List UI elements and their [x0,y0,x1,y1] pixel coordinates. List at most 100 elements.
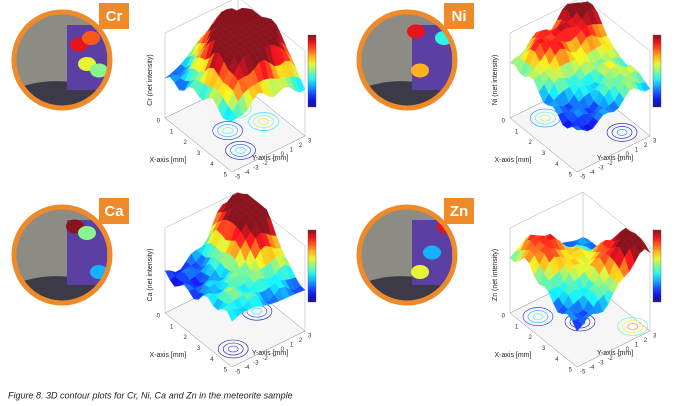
color-bar [307,229,317,303]
y-axis-label: Y-axis [mm] [252,155,288,162]
map-blob [411,63,429,78]
frame-edge [164,191,239,229]
contour [532,313,544,320]
contour [251,307,263,315]
map-blob [78,226,96,240]
contour [253,115,274,128]
contour [258,118,269,125]
x-tick-label: 3 [542,151,546,157]
ring [11,204,113,306]
x-tick-label: 3 [542,346,546,352]
y-tick-label: -3 [253,361,259,367]
x-tick-label: 4 [210,357,214,363]
map-blob [407,24,425,39]
z-axis-label: Ni (net intensity) [492,55,499,106]
x-axis-label: X-axis [mm] [495,157,532,164]
contour [222,342,244,356]
map-blob [90,63,108,78]
x-tick-label: 5 [569,173,573,179]
contour [617,317,648,336]
ring [11,9,113,111]
surface-patch [509,57,521,66]
frame-edge [586,0,651,52]
y-tick-label: 3 [308,334,312,340]
x-tick-label: 1 [515,324,519,330]
y-tick-label: 2 [644,338,648,344]
y-tick-label: -2 [262,356,268,362]
y-tick-label: -3 [253,166,259,172]
x-tick-label: 2 [528,335,532,341]
color-bar [652,34,662,108]
y-tick-label: 1 [635,148,639,154]
contour [235,147,246,154]
contour [217,124,238,137]
contour [222,127,233,134]
y-tick-label: 2 [299,338,303,344]
y-tick-label: -5 [235,175,241,181]
frame-edge [509,191,584,229]
ring [356,204,458,306]
y-tick-label: 3 [653,139,657,145]
contour [606,123,638,142]
y-tick-label: -3 [598,166,604,172]
map-blob [423,245,441,260]
x-tick-label: 1 [515,129,519,135]
y-tick-label: -5 [580,175,586,181]
caption: Figure 8. 3D contour plots for Cr, Ni, C… [8,390,293,400]
y-tick-label: -3 [598,361,604,367]
y-tick-label: -5 [235,370,241,376]
x-tick-label: 1 [170,324,174,330]
element-label: Ni [452,8,467,25]
y-tick-label: -2 [262,161,268,167]
y-tick-label: -2 [607,161,613,167]
y-axis-label: Y-axis [mm] [597,350,633,357]
x-tick-label: 0 [502,119,506,125]
x-axis-label: X-axis [mm] [495,352,532,359]
y-tick-label: -2 [607,356,613,362]
x-tick-label: 1 [170,129,174,135]
color-bar [307,34,317,108]
y-tick-label: 0 [281,152,285,158]
x-tick-label: 0 [157,314,161,320]
y-tick-label: -4 [589,365,595,371]
y-tick-label: 2 [299,143,303,149]
contour [230,144,251,157]
y-tick-label: 0 [626,347,630,353]
contour [616,129,628,136]
y-axis-label: Y-axis [mm] [597,155,633,162]
y-tick-label: -1 [272,352,278,358]
contour [627,323,638,330]
x-axis-label: X-axis [mm] [150,157,187,164]
contour [212,121,243,140]
z-axis-label: Zn (net intensity) [492,249,499,301]
y-tick-label: 1 [290,148,294,154]
x-tick-label: 4 [555,357,559,363]
contour [225,141,256,160]
frame-edge [509,0,578,34]
y-tick-label: 3 [308,139,312,145]
contour [539,114,551,122]
y-axis-label: Y-axis [mm] [252,350,288,357]
y-tick-label: -4 [244,365,250,371]
frame-edge [164,0,233,34]
y-tick-label: 1 [635,343,639,349]
x-tick-label: 3 [197,151,201,157]
contour [248,112,279,131]
contour [534,111,556,125]
x-tick-label: 0 [157,119,161,125]
x-tick-label: 3 [197,346,201,352]
y-tick-label: -1 [272,157,278,163]
element-label: Ca [104,203,124,220]
element-label: Cr [106,8,123,25]
x-tick-label: 4 [210,162,214,168]
x-tick-label: 0 [502,314,506,320]
x-axis-label: X-axis [mm] [150,352,187,359]
y-tick-label: -5 [580,370,586,376]
y-tick-label: 1 [290,343,294,349]
contour [527,310,549,323]
surface-patch [164,74,176,79]
y-tick-label: -1 [617,157,623,163]
x-tick-label: 2 [183,335,187,341]
contour [227,345,239,353]
